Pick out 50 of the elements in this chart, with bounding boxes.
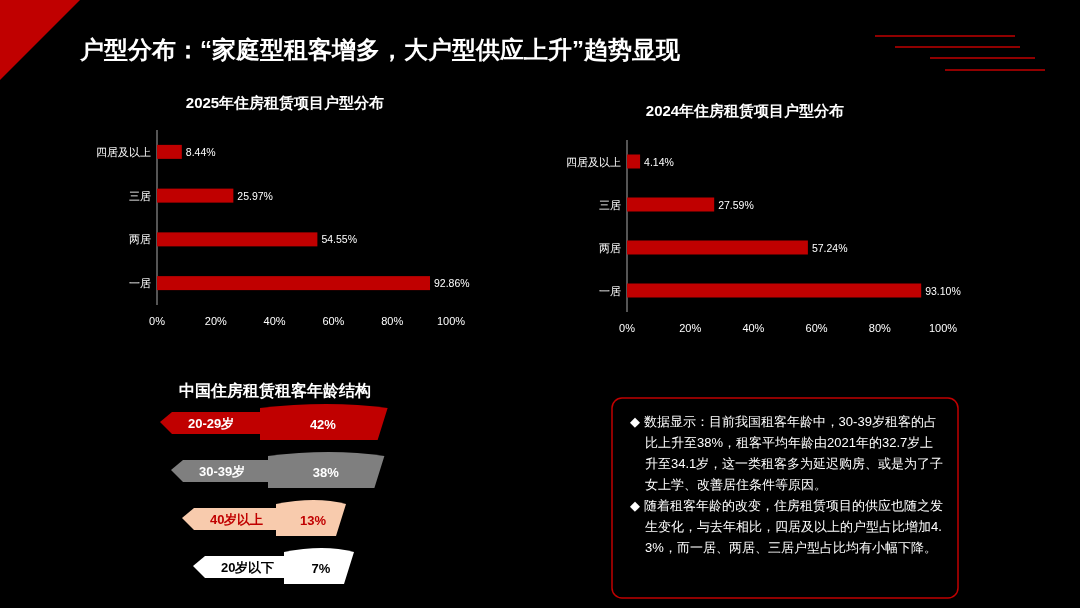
bar — [627, 154, 641, 169]
bar — [157, 144, 182, 159]
bar — [157, 232, 318, 247]
x-tick-label: 60% — [322, 315, 345, 327]
bar — [157, 188, 234, 203]
category-label: 20岁以下 — [221, 560, 275, 575]
x-tick-label: 60% — [805, 322, 828, 334]
bar — [627, 240, 808, 255]
data-label: 93.10% — [925, 284, 961, 297]
text: 户型分布：“家庭型租客增多，大户型供应上升”趋势显现 — [79, 36, 681, 63]
x-tick-label: 40% — [742, 322, 765, 334]
data-label: 54.55% — [321, 233, 357, 246]
y-tick-label: 一居 — [129, 277, 151, 290]
y-tick-label: 三居 — [129, 189, 151, 202]
x-tick-label: 40% — [263, 315, 286, 327]
x-tick-label: 0% — [149, 315, 166, 327]
category-label: 40岁以上 — [210, 512, 264, 527]
x-tick-label: 80% — [868, 322, 892, 334]
data-label: 8.44% — [185, 145, 216, 158]
data-label: 25.97% — [237, 189, 273, 202]
y-tick-label: 四居及以上 — [96, 145, 151, 158]
y-tick-label: 一居 — [599, 284, 621, 297]
bar — [627, 197, 715, 212]
data-label: 42% — [309, 417, 337, 432]
y-tick-label: 四居及以上 — [566, 155, 621, 168]
y-tick-label: 两居 — [599, 241, 621, 254]
x-tick-label: 100% — [436, 315, 466, 327]
chart-title: 2024年住房租赁项目户型分布 — [645, 102, 845, 119]
x-tick-label: 100% — [928, 322, 958, 334]
data-label: 27.59% — [718, 198, 754, 211]
data-label: 13% — [299, 513, 327, 528]
x-tick-label: 20% — [679, 322, 702, 334]
category-label: 20-29岁 — [188, 416, 235, 431]
category-label: 30-39岁 — [199, 464, 246, 479]
x-tick-label: 80% — [381, 315, 404, 327]
data-label: 4.14% — [644, 155, 674, 168]
bar — [157, 276, 431, 291]
data-label: 57.24% — [811, 241, 848, 254]
y-tick-label: 三居 — [599, 198, 621, 211]
text: 中国住房租赁租客年龄结构 — [179, 381, 371, 400]
data-label: 38% — [312, 465, 340, 480]
data-label: 92.86% — [434, 277, 470, 290]
chart-title: 2025年住房租赁项目户型分布 — [185, 94, 385, 111]
bar — [627, 283, 922, 298]
text: ◆ 随着租客年龄的改变，住房租赁项目的供应也随之发生变化，与去年相比，四居及以上的户型占比增加4.3%，而一居、两居、三居户型占比均有小幅下降。 — [630, 498, 943, 555]
x-tick-label: 20% — [204, 315, 228, 327]
x-tick-label: 0% — [619, 322, 636, 334]
data-label: 7% — [311, 561, 331, 576]
y-tick-label: 两居 — [129, 233, 151, 246]
text: ◆ 数据显示：目前我国租客年龄中，30-39岁租客的占比上升至38%，租客平均年龄由2021年的32.7岁上升至34.1岁，这一类租客多为延迟购房、或是为了子女上学、改善居住条件等原因。 — [630, 414, 944, 492]
